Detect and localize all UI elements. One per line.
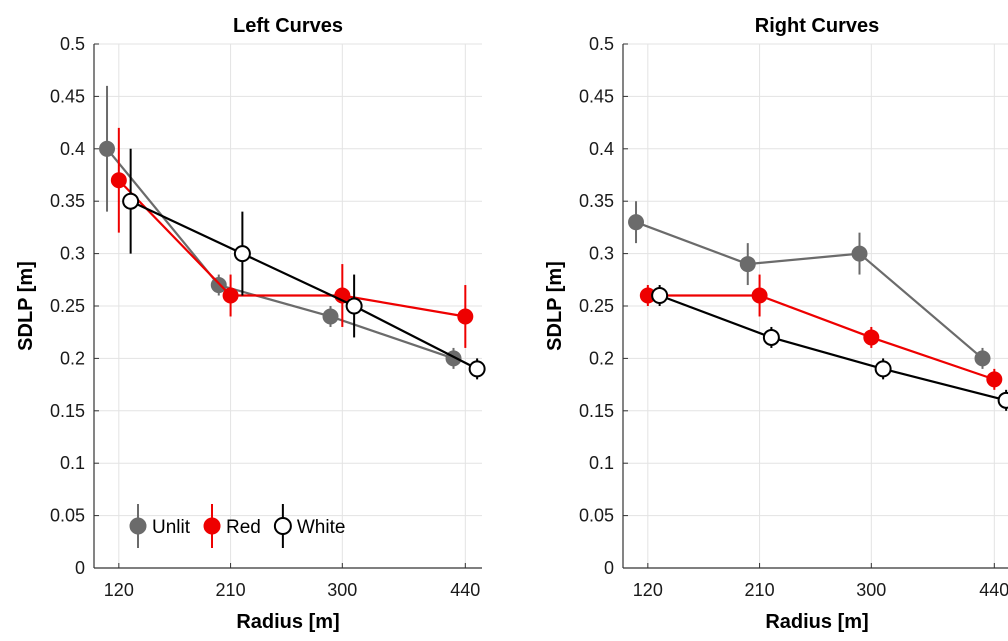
data-point: [997, 391, 1008, 409]
y-tick-label: 0.4: [589, 139, 614, 159]
data-point: [322, 308, 339, 325]
chart-panel-1: 0 0.05 0.1 0.15 0.2 0.25 0.3 0.35 0.4 0.45 0.5 120 2…: [15, 15, 486, 633]
y-tick-label: 0.45: [579, 86, 614, 106]
data-point: [99, 140, 116, 157]
y-tick-label: 0.1: [60, 453, 85, 473]
series-white: [122, 148, 486, 380]
x-tick-label: 210: [216, 580, 246, 600]
data-point: [751, 287, 768, 304]
y-axis-label: SDLP [m]: [15, 261, 37, 351]
chart-title: Right Curves: [755, 15, 879, 37]
series-white: [651, 285, 1008, 411]
data-point: [233, 245, 251, 263]
x-axis-label: Radius [m]: [765, 611, 868, 633]
data-point: [457, 308, 474, 325]
y-tick-label: 0.4: [60, 139, 85, 159]
x-tick-label: 300: [327, 580, 357, 600]
y-tick-label: 0.35: [50, 191, 85, 211]
data-point: [762, 328, 780, 346]
y-tick-label: 0.5: [60, 34, 85, 54]
data-point: [210, 277, 227, 294]
y-tick-label: 0.3: [589, 244, 614, 264]
legend-marker: [203, 517, 221, 535]
y-tick-label: 0.05: [579, 506, 614, 526]
data-point: [468, 360, 486, 378]
data-point: [122, 192, 140, 210]
legend-label: White: [297, 517, 346, 538]
x-tick-label: 300: [856, 580, 886, 600]
x-tick-label: 120: [104, 580, 134, 600]
data-point: [739, 256, 756, 273]
series-red: [639, 274, 1003, 390]
data-point: [345, 297, 363, 315]
chart-panel-2: 0 0.05 0.1 0.15 0.2 0.25 0.3 0.35 0.4 0.45 0.5 120 2…: [544, 15, 1008, 633]
x-tick-label: 120: [633, 580, 663, 600]
y-tick-label: 0.45: [50, 86, 85, 106]
data-point: [651, 287, 669, 305]
legend: Unlit Red White: [129, 504, 346, 548]
y-axis-label: SDLP [m]: [544, 261, 566, 351]
series-line-unlit: [635, 221, 984, 360]
series-unlit: [628, 201, 991, 369]
data-point: [986, 371, 1003, 388]
y-tick-label: 0.05: [50, 506, 85, 526]
chart-title: Left Curves: [233, 15, 343, 37]
data-point: [851, 245, 868, 262]
y-tick-label: 0.15: [50, 401, 85, 421]
y-tick-label: 0.3: [60, 244, 85, 264]
x-tick-label: 440: [450, 580, 480, 600]
y-tick-label: 0.2: [60, 348, 85, 368]
series-line-white: [130, 200, 478, 370]
y-tick-label: 0.5: [589, 34, 614, 54]
data-point: [110, 172, 127, 189]
data-point: [863, 329, 880, 346]
y-tick-label: 0.25: [50, 296, 85, 316]
data-point: [628, 214, 645, 231]
data-point: [222, 287, 239, 304]
data-point: [974, 350, 991, 367]
y-tick-label: 0.25: [579, 296, 614, 316]
series-line-red: [647, 294, 995, 381]
y-tick-label: 0: [75, 558, 85, 578]
legend-marker: [129, 517, 147, 535]
x-tick-label: 210: [745, 580, 775, 600]
data-point: [874, 360, 892, 378]
series-line-white: [659, 294, 1007, 402]
legend-marker: [273, 517, 292, 535]
y-tick-label: 0.2: [589, 348, 614, 368]
x-tick-label: 440: [979, 580, 1008, 600]
y-tick-label: 0.1: [589, 453, 614, 473]
y-tick-label: 0.35: [579, 191, 614, 211]
y-tick-label: 0: [604, 558, 614, 578]
y-tick-label: 0.15: [579, 401, 614, 421]
x-axis-label: Radius [m]: [236, 611, 339, 633]
legend-label: Unlit: [152, 517, 191, 538]
legend-label: Red: [226, 517, 261, 538]
series-line-red: [118, 179, 466, 318]
